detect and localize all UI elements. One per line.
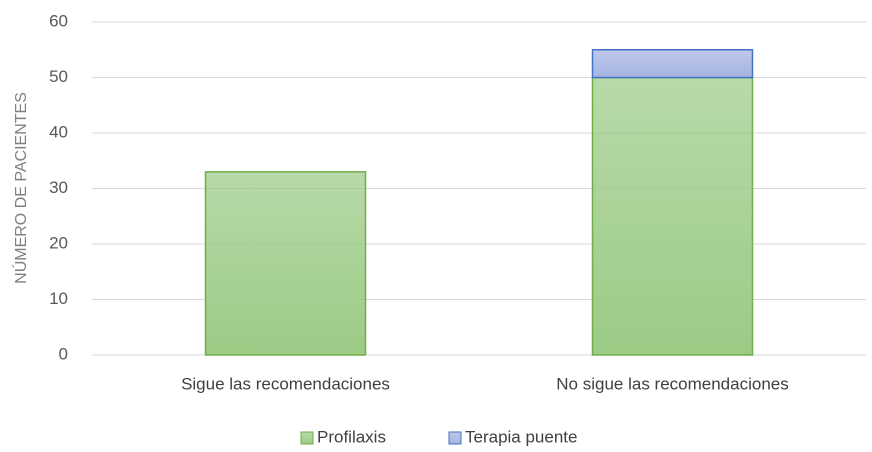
bar-segment <box>591 76 754 356</box>
bar-segment <box>591 49 754 79</box>
bar-segment <box>204 171 367 356</box>
y-tick-label: 0 <box>59 344 68 363</box>
legend-swatch <box>448 431 462 445</box>
y-tick-label: 50 <box>49 67 68 86</box>
legend-label: Terapia puente <box>465 427 577 446</box>
y-axis-title: NÚMERO DE PACIENTES <box>11 92 30 284</box>
y-tick-label: 20 <box>49 233 68 252</box>
legend-swatch <box>300 431 314 445</box>
legend-label: Profilaxis <box>317 427 386 446</box>
y-tick-label: 10 <box>49 289 68 308</box>
y-tick-label: 40 <box>49 122 68 141</box>
x-tick-label: No sigue las recomendaciones <box>556 374 788 393</box>
x-tick-label: Sigue las recomendaciones <box>181 374 390 393</box>
y-tick-label: 60 <box>49 11 68 30</box>
y-tick-label: 30 <box>49 178 68 197</box>
